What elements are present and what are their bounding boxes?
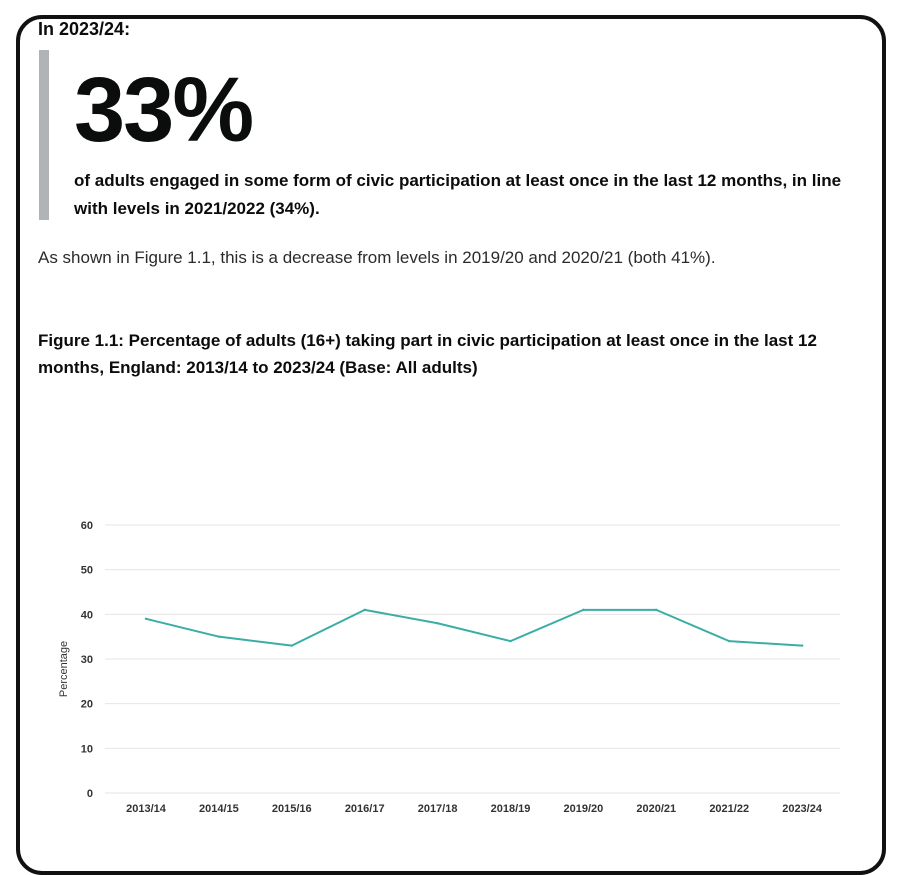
headline-statistic: 33% (74, 59, 254, 161)
figure-title: Figure 1.1: Percentage of adults (16+) t… (38, 331, 817, 377)
callout-text: of adults engaged in some form of civic … (74, 171, 842, 218)
intro-heading: In 2023/24: (38, 19, 131, 39)
body-paragraph: As shown in Figure 1.1, this is a decrea… (38, 248, 716, 267)
content-card (16, 15, 886, 875)
callout-bar (39, 50, 49, 220)
